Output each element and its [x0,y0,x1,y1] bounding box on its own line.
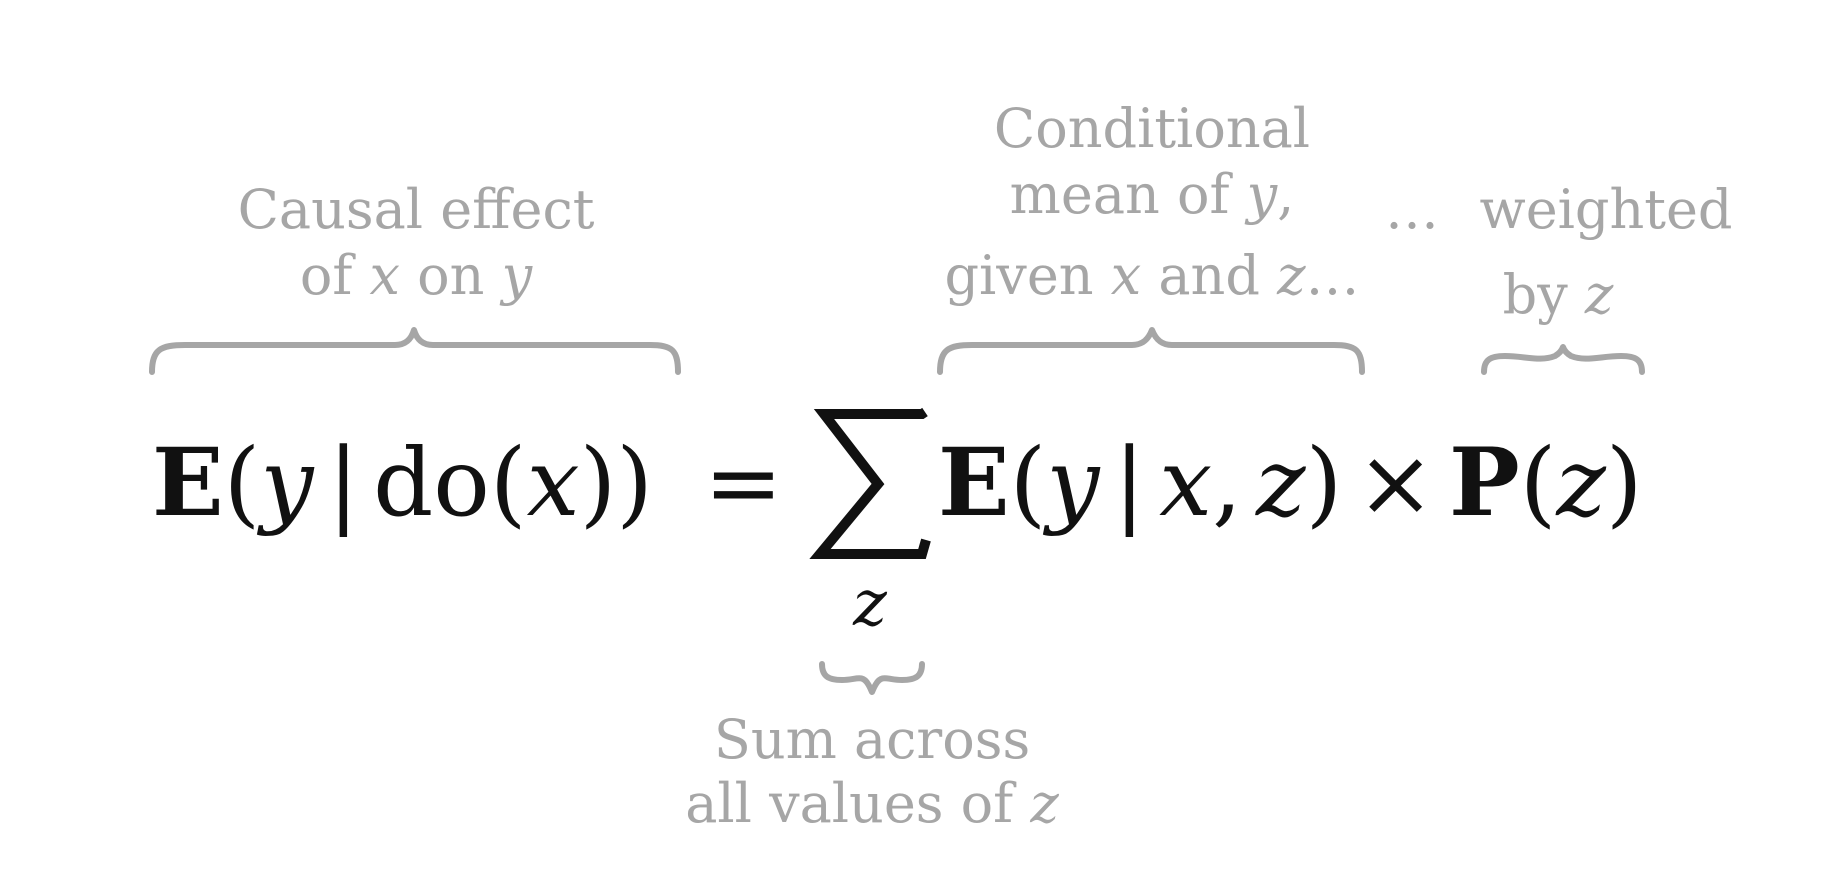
conditional-mean-line1: Conditional [994,97,1310,160]
paren-open: ( [224,429,261,538]
text-by: by [1503,263,1585,326]
var-y: y [256,429,315,538]
var-y: y [500,244,534,307]
weighted-line2: by z [1503,263,1614,326]
expectation-symbol: E [938,428,1010,538]
text-comma: , [1277,163,1294,226]
paren-open: ( [1520,429,1557,538]
summation-symbol: z [809,407,931,641]
text-all-values-of: all values of [685,772,1030,835]
conditional-mean-line3: given x and z… [944,244,1359,307]
paren-close: )) [580,429,653,538]
conditional-mean-line2: mean of y, [1010,163,1295,226]
rhs-expression: E(y | x, z) × P(z) [938,428,1643,538]
causal-effect-line1: Causal effect [238,178,595,241]
weighted-line1: weighted [1479,178,1732,241]
conditional-bar: | [1113,429,1145,538]
var-z: z [1555,429,1606,538]
comma: , [1212,429,1242,538]
var-x: x [527,429,580,538]
var-z: z [1584,263,1614,326]
probability-symbol: P [1449,428,1520,538]
paren-open: ( [1010,429,1047,538]
annotation-causal-effect: Causal effect of x on y [149,178,681,375]
causal-effect-line2: of x on y [300,244,534,307]
brace-conditional-mean [937,327,1365,375]
sum-index: z [852,567,888,641]
paren-close: ) [1606,429,1643,538]
expectation-symbol: E [152,428,224,538]
text-on: on [400,244,502,307]
brace-sum-across [819,661,925,695]
weighted-ellipsis: … [1385,178,1439,241]
times-sign: × [1356,429,1435,538]
equals-sign: = [704,429,783,538]
text-ellipsis: … [1306,244,1360,307]
text-given: given [944,244,1110,307]
equation-lhs: E(y | do(x)) [152,428,653,538]
conditional-bar: | [327,429,359,538]
var-x: x [370,244,400,307]
text-mean-of: mean of [1010,163,1247,226]
var-x: x [1111,244,1141,307]
var-x: x [1159,429,1212,538]
brace-causal-effect [149,327,681,375]
paren-open: ( [490,429,527,538]
annotation-weighted: … weighted by z [1385,178,1733,375]
annotation-conditional-mean: Conditional mean of y, given x and z… [937,97,1365,375]
annotation-sum-across: Sum across all values of z [685,661,1059,835]
do-operator: do [373,429,490,538]
sum-across-line1: Sum across [714,708,1030,771]
equation-rhs: E(y | x, z) × P(z) [938,428,1643,538]
text-of: of [300,244,370,307]
brace-weighted [1481,344,1645,375]
var-z: z [1029,772,1059,835]
sum-across-line2: all values of z [685,772,1059,835]
paren-close: ) [1306,429,1343,538]
sigma-icon [809,407,931,559]
var-y: y [1042,429,1101,538]
lhs-expression: E(y | do(x)) [152,428,653,538]
var-z: z [1255,429,1306,538]
var-y: y [1245,163,1279,226]
var-z: z [1276,244,1306,307]
text-and: and [1141,244,1277,307]
